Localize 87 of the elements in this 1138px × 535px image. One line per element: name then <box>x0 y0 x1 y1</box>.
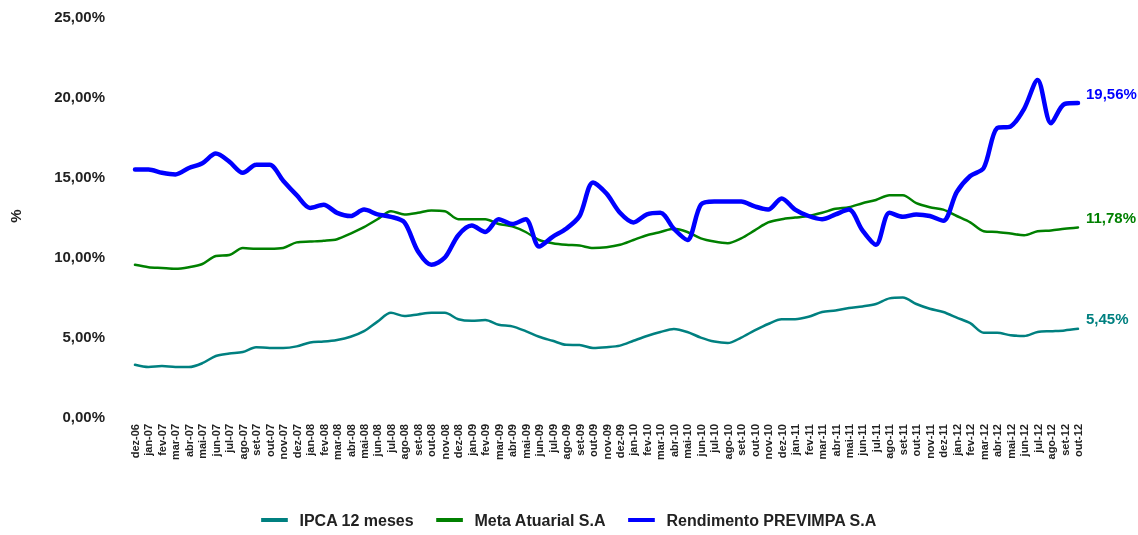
line-series <box>133 193 1080 271</box>
x-tick-label: nov-11 <box>923 424 936 459</box>
x-tick-label: abr-11 <box>829 424 842 457</box>
y-tick-label: 0,00% <box>62 407 105 425</box>
x-tick-label: ago-08 <box>398 424 411 460</box>
x-tick-label: fev-12 <box>964 424 977 456</box>
x-tick-label: mai-09 <box>519 424 532 459</box>
x-tick-label: jun-07 <box>209 424 222 458</box>
x-tick-label: dez-06 <box>129 424 141 459</box>
x-tick-label: set-08 <box>411 424 424 456</box>
x-tick-label: mar-10 <box>654 424 667 461</box>
x-tick-label: nov-09 <box>600 424 613 460</box>
x-tick-label: jul-11 <box>869 424 882 454</box>
x-tick-label: ago-12 <box>1045 424 1058 460</box>
x-tick-label: set-10 <box>735 424 748 456</box>
x-tick-label: fev-11 <box>802 424 815 456</box>
x-tick-label: mar-11 <box>816 424 829 460</box>
x-tick-label: ago-10 <box>721 424 734 460</box>
y-tick-label: 5,00% <box>62 327 105 345</box>
x-tick-label: jul-08 <box>384 424 397 454</box>
x-tick-label: ago-09 <box>560 424 573 460</box>
legend-label: Rendimento PREVIMPA S.A <box>666 511 877 529</box>
x-tick-label: mar-12 <box>977 424 990 461</box>
x-tick-label: jun-08 <box>371 424 384 458</box>
x-tick-label: mar-08 <box>331 424 344 461</box>
x-tick-label: out-07 <box>263 424 276 457</box>
y-tick-label: 20,00% <box>54 87 105 105</box>
x-tick-label: mar-09 <box>492 424 505 461</box>
x-tick-label: jun-12 <box>1018 424 1031 458</box>
x-tick-label: abr-08 <box>344 424 357 458</box>
x-tick-label: nov-08 <box>438 424 451 460</box>
x-tick-label: jul-10 <box>708 424 721 454</box>
x-tick-label: set-07 <box>250 424 263 456</box>
x-tick-label: out-10 <box>748 424 761 457</box>
line-series <box>133 296 1080 369</box>
y-axis-title: % <box>7 209 24 223</box>
x-tick-label: out-09 <box>587 424 600 457</box>
x-tick-label: jul-07 <box>223 424 236 454</box>
x-tick-label: dez-09 <box>613 424 626 459</box>
x-tick-label: ago-11 <box>883 424 896 459</box>
y-tick-label: 10,00% <box>54 247 105 265</box>
x-tick-label: set-11 <box>896 424 909 456</box>
legend-label: IPCA 12 meses <box>299 511 414 529</box>
x-tick-label: out-08 <box>425 424 438 457</box>
x-tick-label: jan-09 <box>465 424 478 457</box>
x-tick-label: nov-10 <box>762 424 775 460</box>
x-tick-label: fev-09 <box>479 424 492 456</box>
x-tick-label: set-09 <box>573 424 586 456</box>
x-tick-label: set-12 <box>1058 424 1071 456</box>
x-tick-label: mai-07 <box>196 424 209 459</box>
data-label: 5,45% <box>1086 310 1129 328</box>
x-tick-label: fev-08 <box>317 424 330 456</box>
x-tick-label: abr-09 <box>506 424 519 458</box>
x-tick-label: mai-08 <box>358 424 371 459</box>
legend-label: Meta Atuarial S.A <box>474 511 606 529</box>
x-tick-label: dez-11 <box>937 424 950 458</box>
x-tick-label: dez-08 <box>452 424 465 459</box>
line-series <box>132 77 1081 268</box>
x-tick-label: jan-07 <box>142 424 155 457</box>
x-tick-label: jun-11 <box>856 424 869 457</box>
x-tick-label: out-11 <box>910 424 923 457</box>
x-tick-label: abr-07 <box>182 424 195 458</box>
x-tick-label: out-12 <box>1072 424 1084 457</box>
x-tick-label: mai-11 <box>842 424 855 459</box>
x-tick-label: nov-07 <box>277 424 290 460</box>
x-tick-label: mai-12 <box>1004 424 1017 459</box>
x-tick-label: fev-10 <box>640 424 653 456</box>
x-tick-label: fev-07 <box>155 424 168 456</box>
x-tick-label: dez-07 <box>290 424 303 459</box>
y-tick-label: 15,00% <box>54 167 105 185</box>
x-tick-label: jan-10 <box>627 424 640 457</box>
x-tick-label: jan-12 <box>950 424 963 457</box>
x-tick-label: jan-11 <box>789 424 802 457</box>
x-tick-label: dez-10 <box>775 424 788 459</box>
x-tick-label: mar-07 <box>169 424 182 461</box>
data-label: 11,78% <box>1086 209 1137 227</box>
x-tick-label: jun-09 <box>533 424 546 458</box>
x-tick-label: ago-07 <box>236 424 249 460</box>
x-tick-label: mai-10 <box>681 424 694 459</box>
x-tick-label: jun-10 <box>694 424 707 458</box>
x-tick-label: jul-12 <box>1031 424 1044 454</box>
data-label: 19,56% <box>1086 84 1137 102</box>
y-tick-label: 25,00% <box>54 7 105 25</box>
x-tick-label: abr-12 <box>991 424 1004 458</box>
x-tick-label: abr-10 <box>667 424 680 458</box>
x-tick-label: jan-08 <box>304 424 317 457</box>
x-tick-label: jul-09 <box>546 424 559 454</box>
